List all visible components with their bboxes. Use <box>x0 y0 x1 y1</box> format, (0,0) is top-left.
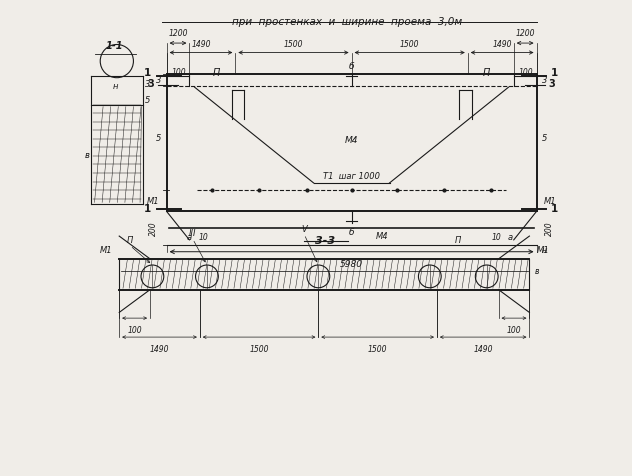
Text: 1500: 1500 <box>284 40 303 49</box>
Text: М1: М1 <box>537 245 549 254</box>
Text: н: н <box>541 245 547 254</box>
Text: при  простенках  и  ширине  проема  3,0м: при простенках и ширине проема 3,0м <box>232 17 462 27</box>
Text: ΙΙΙ: ΙΙΙ <box>189 229 197 238</box>
Text: 1: 1 <box>550 203 558 213</box>
Text: 100: 100 <box>518 68 533 77</box>
Text: М1: М1 <box>544 197 556 206</box>
Text: М1: М1 <box>99 245 112 254</box>
Text: 5: 5 <box>145 96 150 105</box>
Text: 100: 100 <box>171 68 186 77</box>
Text: а: а <box>186 232 191 241</box>
Text: 1: 1 <box>144 203 152 213</box>
Text: 3: 3 <box>147 79 154 89</box>
Text: 200: 200 <box>149 221 158 236</box>
Text: 3-3: 3-3 <box>315 236 336 246</box>
Text: 1490: 1490 <box>150 344 169 353</box>
Text: П: П <box>455 236 461 245</box>
Text: 1200: 1200 <box>168 30 188 38</box>
Text: 1: 1 <box>550 69 558 79</box>
Text: в: в <box>85 151 89 159</box>
Text: 5980: 5980 <box>340 259 363 268</box>
Text: в: в <box>535 267 540 276</box>
Text: 3: 3 <box>145 79 150 89</box>
Text: 3: 3 <box>542 76 547 85</box>
Text: б: б <box>349 228 355 237</box>
Text: н: н <box>113 82 119 91</box>
Text: 10: 10 <box>491 232 501 241</box>
Text: 10: 10 <box>198 232 208 241</box>
Text: 3: 3 <box>549 79 555 89</box>
Text: 1200: 1200 <box>515 30 535 38</box>
Text: М4: М4 <box>376 231 389 240</box>
Text: а: а <box>508 232 513 241</box>
Text: 200: 200 <box>545 221 554 236</box>
Text: М1: М1 <box>147 197 159 206</box>
Text: 1490: 1490 <box>473 344 493 353</box>
Text: 1: 1 <box>144 69 152 79</box>
Text: 1-1: 1-1 <box>106 41 123 51</box>
Text: Т1  шаг 1000: Т1 шаг 1000 <box>323 171 380 180</box>
Text: П: П <box>213 68 220 78</box>
Text: П: П <box>127 236 133 245</box>
Text: 100: 100 <box>127 325 142 334</box>
Text: 1490: 1490 <box>492 40 512 49</box>
Text: 1490: 1490 <box>191 40 210 49</box>
Text: 100: 100 <box>507 325 521 334</box>
Text: 1500: 1500 <box>400 40 420 49</box>
Text: 5: 5 <box>155 134 161 143</box>
Text: 5: 5 <box>542 134 547 143</box>
Text: б: б <box>349 62 355 71</box>
Text: М4: М4 <box>345 136 358 145</box>
Text: V: V <box>301 224 307 233</box>
Text: 1500: 1500 <box>250 344 269 353</box>
Text: 3: 3 <box>155 76 161 85</box>
Text: П: П <box>483 68 490 78</box>
Text: 1500: 1500 <box>368 344 387 353</box>
